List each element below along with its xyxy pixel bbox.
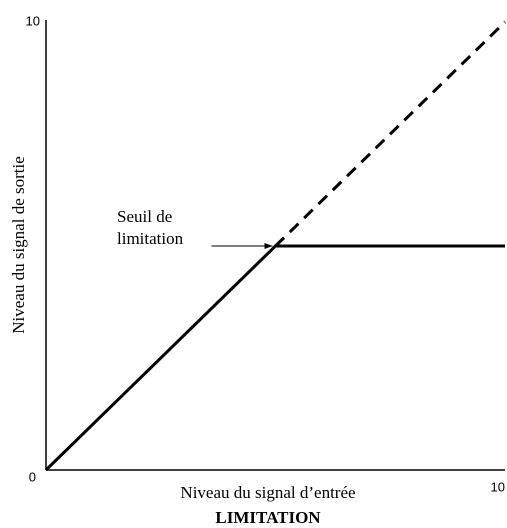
annotation: Seuil de [117, 207, 172, 226]
line [274, 20, 507, 248]
chart-title: LIMITATION [215, 508, 321, 527]
annotation: limitation [117, 229, 184, 248]
line [44, 244, 505, 472]
y-axis-label: Niveau du signal de sortie [9, 156, 28, 334]
x-axis-label: Niveau du signal d’entrée [180, 483, 355, 502]
y-tick-label: 10 [26, 13, 40, 28]
x-tick-label: 10 [491, 479, 505, 494]
y-tick-label: 0 [29, 469, 36, 484]
